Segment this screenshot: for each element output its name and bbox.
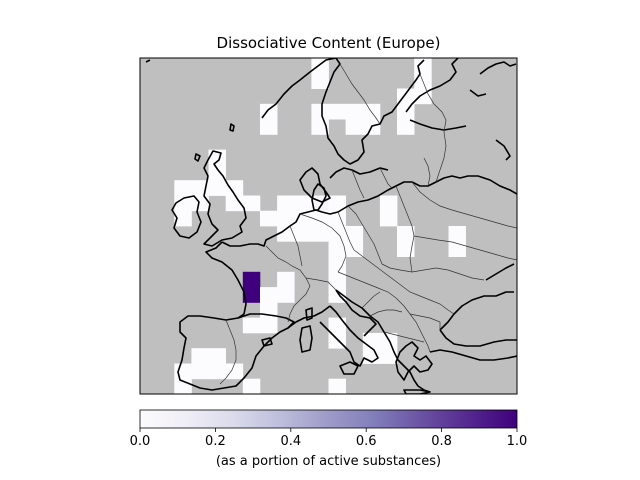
heat-cell <box>277 195 295 212</box>
coastline-azov <box>485 263 515 281</box>
heat-cell <box>242 195 261 212</box>
heat-cell <box>225 180 244 196</box>
coastline-balearic <box>261 337 273 347</box>
coastline-north <box>469 61 517 161</box>
colorbar-tick-label: 0.8 <box>431 434 452 449</box>
heat-cell <box>294 226 312 242</box>
colorbar-tick-label: 0.2 <box>205 434 226 449</box>
heat-cell <box>174 363 192 380</box>
colorbar-tick-label: 1.0 <box>506 434 528 449</box>
coastline-greece <box>395 341 433 381</box>
heat-cell <box>191 348 209 364</box>
coastline-ireland <box>171 195 202 239</box>
heat-cell <box>379 210 398 227</box>
coastline-turkey <box>429 349 517 361</box>
heat-cell <box>328 287 346 303</box>
coastline-sicily <box>339 361 359 375</box>
colorbar-label: (as a portion of active substances) <box>215 454 442 469</box>
heat-cell <box>328 210 346 227</box>
coastline-scandinavia <box>145 58 425 203</box>
heat-cell <box>242 317 261 334</box>
coastlines <box>145 58 517 394</box>
heat-cell <box>277 226 295 242</box>
heat-cell <box>294 195 312 212</box>
colorbar-tick-marks <box>139 428 518 432</box>
heat-cell <box>397 119 415 135</box>
heat-cell <box>174 180 192 196</box>
heat-cell <box>242 271 261 288</box>
heat-cell <box>208 348 226 364</box>
heat-cell <box>328 103 346 120</box>
heat-cell <box>277 271 295 288</box>
heat-cell <box>277 287 295 303</box>
heat-cell <box>397 241 415 257</box>
heat-cell <box>225 195 244 212</box>
heat-cell <box>260 210 278 227</box>
colorbar-tick-label: 0.6 <box>355 434 377 449</box>
heat-cell <box>277 210 295 227</box>
heat-cell <box>174 210 192 227</box>
heat-cell <box>311 226 329 242</box>
map-frame <box>139 57 518 395</box>
heat-cell <box>448 241 466 257</box>
heat-cell <box>345 241 364 257</box>
heat-cell <box>191 363 209 380</box>
heat-cell <box>345 119 364 135</box>
heat-cell <box>328 271 346 288</box>
coastline-mediterranean-france <box>287 305 331 329</box>
coastline-balkans <box>335 289 431 393</box>
heat-cell <box>225 363 244 380</box>
heat-cell <box>311 210 329 227</box>
coastline-shetland <box>194 153 201 162</box>
colorbar-tick-label: 0.4 <box>280 434 302 449</box>
coastline-crete <box>403 389 431 394</box>
heat-cell <box>345 103 364 120</box>
heat-cell <box>242 378 261 394</box>
heat-cell <box>328 241 346 257</box>
heat-cell <box>260 119 278 135</box>
country-borders <box>219 63 517 385</box>
coastline-continent-north <box>221 175 517 247</box>
coastline-faroe <box>229 123 235 132</box>
heat-cell <box>345 226 364 242</box>
map-title: Dissociative Content (Europe) <box>216 34 441 52</box>
colorbar <box>139 409 518 429</box>
heat-cell <box>311 103 329 120</box>
heat-cell <box>243 394 260 410</box>
coastline-great-britain <box>203 150 247 247</box>
heat-cell <box>328 256 346 273</box>
heat-cell <box>397 226 415 242</box>
heat-cell <box>208 363 226 380</box>
heat-cell <box>448 226 466 242</box>
coastline-italy <box>319 289 379 367</box>
heat-cell <box>174 195 192 212</box>
heat-cell <box>208 164 226 181</box>
coastline-denmark <box>311 183 327 211</box>
heat-cell <box>242 287 261 303</box>
coastline-corsica <box>305 307 313 321</box>
heat-cell <box>328 317 346 334</box>
coastline-finland <box>405 58 467 131</box>
heat-cell <box>260 317 278 334</box>
heat-cell <box>328 195 346 212</box>
heat-cell <box>311 73 329 89</box>
heat-cell <box>379 348 398 364</box>
coastline-france-west <box>205 241 247 319</box>
heat-cell <box>260 287 278 303</box>
coastline-iberia <box>177 313 295 391</box>
colorbar-tick-label: 0.0 <box>129 434 151 449</box>
heat-cell <box>379 195 398 212</box>
heat-cell <box>208 180 226 196</box>
coastline-black-sea <box>439 291 517 347</box>
heat-cell <box>328 378 346 394</box>
heat-cell <box>294 210 312 227</box>
heat-cell <box>328 226 346 242</box>
heat-cell <box>191 195 209 212</box>
heat-cell <box>157 394 175 410</box>
coastline-sardinia <box>299 325 313 353</box>
